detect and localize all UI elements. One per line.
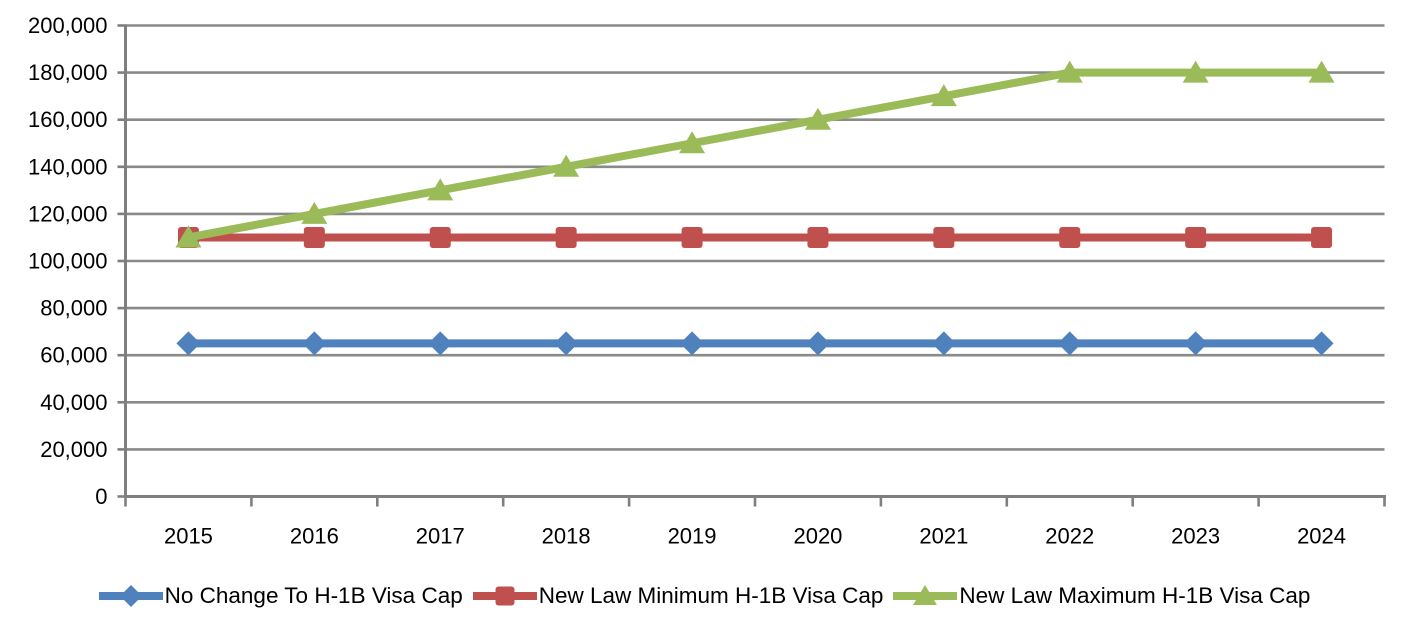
legend-triangle-marker-icon [893,585,958,605]
x-tick-label: 2023 [1171,524,1220,549]
legend-item-new-law-minimum: New Law Minimum H-1B Visa Cap [472,582,884,610]
x-tick-label: 2022 [1045,524,1094,549]
series-marker-square [933,226,955,248]
legend-label-new-law-maximum: New Law Maximum H-1B Visa Cap [959,582,1311,608]
series-marker-triangle [804,107,831,130]
series-marker-triangle [1182,60,1209,83]
y-tick-label: 100,000 [28,249,108,274]
series-marker-diamond [805,331,830,356]
x-tick-label: 2016 [290,524,339,549]
series-marker-diamond [680,331,705,356]
series-marker-triangle [553,154,580,177]
series-marker-diamond [1183,331,1208,356]
y-tick-label: 60,000 [40,343,107,368]
series-marker-diamond [428,331,453,356]
series-marker-triangle [175,225,202,248]
y-tick-label: 0 [95,484,107,509]
series-marker-square [1311,226,1333,248]
x-tick-label: 2017 [416,524,465,549]
series-marker-diamond [1309,331,1334,356]
series-marker-square [1185,226,1207,248]
series-marker-triangle [1308,60,1335,83]
legend: No Change To H-1B Visa Cap New Law Minim… [0,574,1409,618]
x-tick-label: 2019 [668,524,717,549]
series-marker-square [429,226,451,248]
y-tick-label: 180,000 [28,60,108,85]
series-marker-triangle [427,178,454,201]
series-marker-triangle [930,84,957,107]
legend-item-new-law-maximum: New Law Maximum H-1B Visa Cap [893,582,1310,610]
series-marker-triangle [301,201,328,224]
series-marker-triangle [679,131,706,154]
x-tick-label: 2015 [164,524,213,549]
series-marker-diamond [302,331,327,356]
legend-label-no-change: No Change To H-1B Visa Cap [164,582,463,608]
y-tick-label: 80,000 [40,296,107,321]
legend-marker-shape [119,585,142,607]
legend-label-new-law-minimum: New Law Minimum H-1B Visa Cap [538,582,884,608]
y-tick-label: 40,000 [40,390,107,415]
y-tick-label: 120,000 [28,201,108,226]
series-marker-square [303,226,325,248]
series-marker-diamond [931,331,956,356]
y-tick-label: 200,000 [28,13,108,38]
legend-diamond-marker-icon [98,585,163,607]
series-marker-diamond [554,331,579,356]
series-marker-square [807,226,829,248]
y-tick-label: 20,000 [40,437,107,462]
series-marker-diamond [176,331,201,356]
series-marker-diamond [1057,331,1082,356]
x-tick-label: 2024 [1297,524,1346,549]
legend-marker-shape [495,586,515,606]
series-marker-square [555,226,577,248]
series-marker-square [681,226,703,248]
legend-marker-shape [913,585,938,605]
legend-square-marker-icon [472,586,537,606]
legend-item-no-change: No Change To H-1B Visa Cap [98,582,463,610]
y-tick-label: 140,000 [28,154,108,179]
y-tick-label: 160,000 [28,107,108,132]
x-tick-label: 2018 [542,524,591,549]
series-marker-square [1059,226,1081,248]
x-tick-label: 2021 [919,524,968,549]
x-tick-label: 2020 [793,524,842,549]
series-line [187,68,1322,242]
series-marker-triangle [1056,60,1083,83]
